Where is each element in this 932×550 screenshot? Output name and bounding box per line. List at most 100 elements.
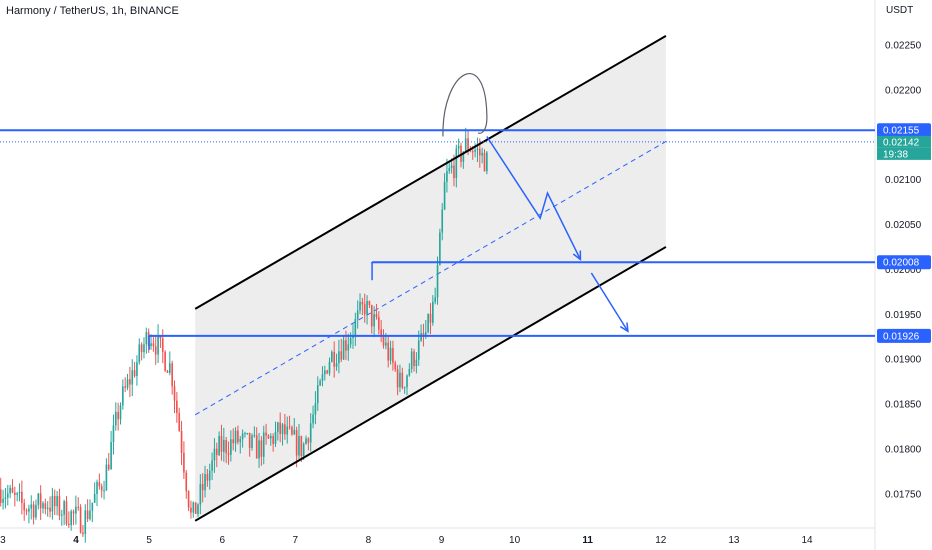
candle-body	[349, 337, 352, 345]
candle-body	[403, 387, 406, 389]
candle-body	[300, 436, 303, 457]
candle-body	[326, 370, 328, 374]
candle-body	[105, 464, 108, 491]
candle-body	[39, 493, 42, 509]
candle-body	[150, 343, 152, 347]
candle-body	[100, 486, 103, 491]
candle-body	[16, 493, 18, 495]
chart-title: Harmony / TetherUS, 1h, BINANCE	[6, 5, 179, 17]
candle-body	[370, 305, 373, 327]
countdown-label: 19:38	[883, 149, 908, 160]
candle-body	[434, 297, 437, 302]
y-axis-tick-label: 0.02200	[885, 85, 922, 96]
y-axis-tick-label: 0.02000	[885, 265, 922, 276]
candle-body	[401, 372, 404, 388]
candle-body	[178, 413, 181, 432]
candle-body	[389, 347, 392, 361]
candle-body	[328, 361, 331, 374]
candle-body	[197, 504, 199, 514]
candle-body	[246, 432, 249, 434]
candle-body	[32, 504, 35, 518]
candle-body	[63, 501, 65, 515]
candle-body	[269, 436, 272, 439]
candle-body	[356, 310, 359, 320]
candle-body	[56, 496, 58, 507]
last-price-badge	[877, 135, 931, 148]
candle-body	[119, 405, 122, 420]
candle-body	[483, 152, 486, 172]
candle-body	[478, 148, 481, 156]
candle-body	[260, 440, 263, 457]
candle-body	[394, 362, 397, 370]
candle-body	[140, 344, 143, 353]
candle-body	[309, 423, 312, 443]
projection-arrowhead	[572, 250, 582, 262]
candle-body	[227, 453, 230, 455]
candle-body	[187, 491, 190, 508]
candle-body	[107, 464, 110, 470]
candle-body	[145, 332, 148, 345]
candle-body	[86, 510, 89, 520]
candle-body	[291, 427, 293, 435]
candle-body	[131, 370, 134, 385]
candle-body	[331, 351, 333, 362]
candle-body	[410, 351, 413, 369]
candle-body	[406, 375, 408, 388]
last-price-label: 0.02142	[883, 137, 920, 148]
candle-body	[361, 301, 364, 305]
x-axis-tick-label: 14	[801, 535, 813, 546]
candle-body	[129, 379, 131, 385]
candle-body	[164, 351, 166, 371]
candle-body	[305, 438, 307, 444]
x-axis-tick-label: 12	[655, 535, 667, 546]
candle-body	[476, 148, 479, 151]
channel-upper-line	[194, 35, 667, 310]
candle-body	[474, 150, 476, 152]
candle-body	[262, 432, 265, 457]
y-axis-tick-label: 0.01950	[885, 310, 922, 321]
candle-body	[340, 351, 343, 360]
candle-body	[338, 351, 340, 364]
candle-body	[138, 344, 141, 363]
x-axis-tick-label: 10	[509, 535, 521, 546]
candle-body	[253, 435, 256, 437]
candle-body	[288, 426, 291, 428]
candle-body	[321, 374, 324, 381]
candle-body	[279, 422, 282, 434]
x-axis-tick-label: 9	[439, 535, 445, 546]
candle-body	[429, 313, 432, 323]
candle-body	[471, 151, 474, 153]
candle-body	[18, 491, 21, 494]
candle-body	[159, 335, 162, 339]
candle-body	[143, 344, 145, 353]
candle-body	[298, 436, 300, 456]
candle-body	[2, 498, 4, 503]
candle-body	[183, 452, 185, 473]
candle-body	[75, 506, 77, 514]
projection-arrow-2	[590, 272, 629, 332]
candle-body	[316, 385, 319, 404]
x-axis-tick-label: 5	[146, 535, 152, 546]
candle-body	[77, 506, 80, 508]
candle-body	[415, 359, 418, 367]
candle-body	[359, 301, 361, 311]
candle-body	[251, 435, 253, 449]
candle-body	[237, 430, 239, 443]
candle-body	[0, 489, 2, 503]
candle-body	[455, 148, 458, 179]
candle-body	[208, 470, 211, 481]
candle-body	[42, 503, 44, 509]
candle-body	[65, 501, 68, 524]
candle-body	[422, 333, 425, 336]
candle-body	[223, 439, 225, 452]
currency-label: USDT	[886, 5, 914, 16]
candle-body	[286, 426, 289, 435]
candle-body	[72, 511, 75, 514]
candle-body	[368, 301, 371, 306]
candle-body	[225, 439, 227, 454]
candle-body	[387, 342, 390, 361]
candle-body	[293, 430, 296, 435]
candle-body	[211, 460, 213, 471]
candle-body	[450, 165, 453, 169]
